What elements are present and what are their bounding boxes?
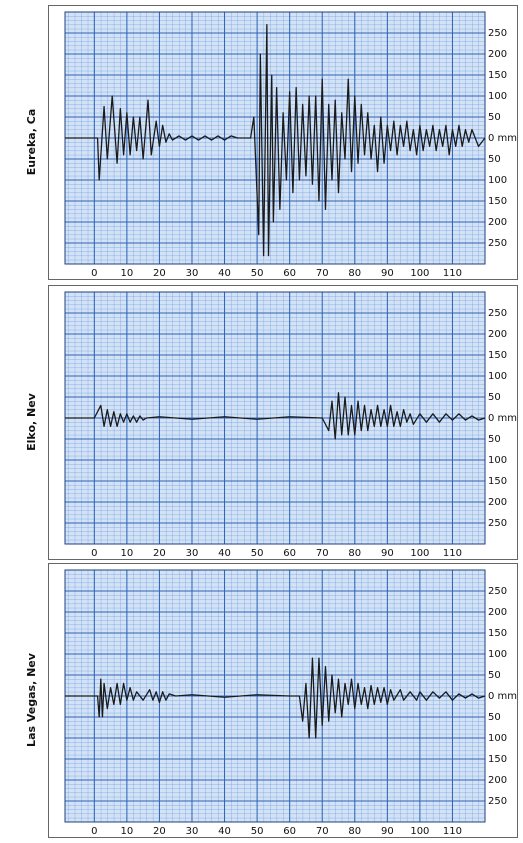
y-tick-label: 50 bbox=[488, 670, 501, 681]
x-tick-label: 70 bbox=[316, 548, 329, 559]
y-tick-label: 200 bbox=[488, 775, 507, 786]
x-tick-label: 40 bbox=[218, 548, 231, 559]
y-tick-label: 250 bbox=[488, 28, 507, 39]
x-tick-label: 90 bbox=[381, 268, 394, 279]
x-tick-label: 60 bbox=[283, 826, 296, 837]
y-tick-label: 0 mm bbox=[488, 413, 517, 424]
x-tick-label: 50 bbox=[251, 548, 264, 559]
y-tick-label: 200 bbox=[488, 497, 507, 508]
seismic-trace bbox=[65, 23, 486, 257]
y-tick-label: 150 bbox=[488, 70, 507, 81]
x-tick-label: 70 bbox=[316, 268, 329, 279]
x-tick-label: 110 bbox=[443, 268, 462, 279]
y-tick-label: 100 bbox=[488, 371, 507, 382]
x-tick-label: 50 bbox=[251, 268, 264, 279]
seismic-trace bbox=[65, 392, 486, 440]
x-tick-label: 100 bbox=[410, 826, 429, 837]
x-tick-label: 0 bbox=[91, 268, 97, 279]
x-tick-label: 10 bbox=[120, 268, 133, 279]
y-tick-label: 250 bbox=[488, 308, 507, 319]
y-tick-label: 100 bbox=[488, 455, 507, 466]
x-tick-label: 40 bbox=[218, 268, 231, 279]
x-tick-label: 110 bbox=[443, 548, 462, 559]
y-tick-label: 50 bbox=[488, 154, 501, 165]
x-tick-label: 80 bbox=[348, 268, 361, 279]
x-tick-label: 30 bbox=[186, 268, 199, 279]
station-label: Eureka, Ca bbox=[25, 109, 38, 175]
x-tick-label: 30 bbox=[186, 826, 199, 837]
x-tick-label: 60 bbox=[283, 548, 296, 559]
y-tick-label: 150 bbox=[488, 350, 507, 361]
y-tick-label: 200 bbox=[488, 329, 507, 340]
x-tick-label: 40 bbox=[218, 826, 231, 837]
x-tick-label: 60 bbox=[283, 268, 296, 279]
x-tick-label: 0 bbox=[91, 548, 97, 559]
x-tick-label: 80 bbox=[348, 548, 361, 559]
y-tick-label: 0 mm bbox=[488, 691, 517, 702]
y-tick-label: 250 bbox=[488, 586, 507, 597]
y-tick-label: 100 bbox=[488, 175, 507, 186]
y-tick-label: 150 bbox=[488, 196, 507, 207]
y-tick-label: 200 bbox=[488, 217, 507, 228]
y-tick-label: 150 bbox=[488, 754, 507, 765]
x-tick-label: 110 bbox=[443, 826, 462, 837]
y-tick-label: 250 bbox=[488, 796, 507, 807]
y-tick-label: 50 bbox=[488, 392, 501, 403]
y-tick-label: 50 bbox=[488, 712, 501, 723]
x-tick-label: 80 bbox=[348, 826, 361, 837]
station-label: Elko, Nev bbox=[25, 392, 38, 451]
x-tick-label: 20 bbox=[153, 268, 166, 279]
x-tick-label: 90 bbox=[381, 826, 394, 837]
y-tick-label: 50 bbox=[488, 112, 501, 123]
y-tick-label: 100 bbox=[488, 91, 507, 102]
x-tick-label: 20 bbox=[153, 826, 166, 837]
y-tick-label: 200 bbox=[488, 49, 507, 60]
y-tick-label: 150 bbox=[488, 476, 507, 487]
x-tick-label: 90 bbox=[381, 548, 394, 559]
seismic-trace bbox=[65, 657, 486, 739]
y-tick-label: 0 mm bbox=[488, 133, 517, 144]
y-tick-label: 200 bbox=[488, 607, 507, 618]
y-tick-label: 250 bbox=[488, 238, 507, 249]
x-tick-label: 100 bbox=[410, 548, 429, 559]
x-tick-label: 100 bbox=[410, 268, 429, 279]
station-label: Las Vegas, Nev bbox=[25, 652, 38, 747]
x-tick-label: 30 bbox=[186, 548, 199, 559]
x-tick-label: 0 bbox=[91, 826, 97, 837]
x-tick-label: 50 bbox=[251, 826, 264, 837]
x-tick-label: 20 bbox=[153, 548, 166, 559]
x-tick-label: 70 bbox=[316, 826, 329, 837]
y-tick-label: 150 bbox=[488, 628, 507, 639]
x-tick-label: 10 bbox=[120, 548, 133, 559]
y-tick-label: 100 bbox=[488, 733, 507, 744]
y-tick-label: 50 bbox=[488, 434, 501, 445]
x-tick-label: 10 bbox=[120, 826, 133, 837]
y-tick-label: 250 bbox=[488, 518, 507, 529]
y-tick-label: 100 bbox=[488, 649, 507, 660]
